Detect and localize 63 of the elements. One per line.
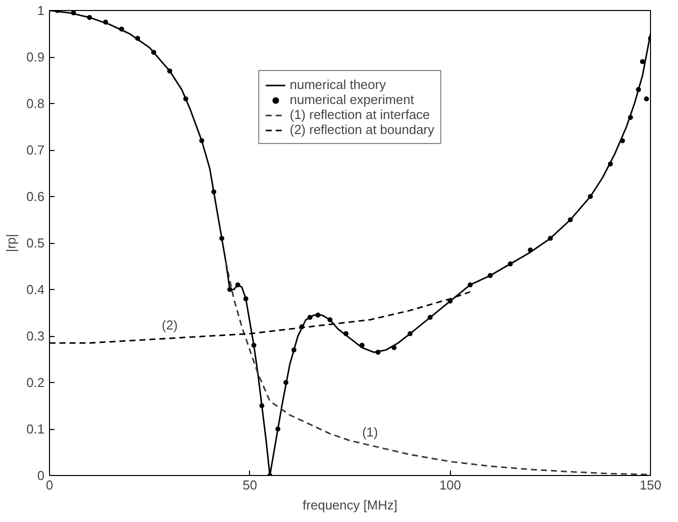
- y-axis-title: |rp|: [3, 234, 18, 252]
- point: [636, 87, 641, 92]
- point: [376, 350, 381, 355]
- point: [327, 317, 332, 322]
- point: [640, 59, 645, 64]
- y-tick-label: 0.4: [26, 282, 45, 297]
- x-axis-title: frequency [MHz]: [302, 498, 398, 512]
- annotation: (2): [162, 317, 178, 332]
- point: [219, 236, 224, 241]
- point: [167, 68, 172, 74]
- point: [283, 380, 288, 385]
- legend-label: (2) reflection at boundary: [290, 122, 434, 137]
- x-tick-label: 100: [439, 478, 462, 492]
- point: [71, 10, 76, 16]
- point: [315, 312, 320, 318]
- point: [151, 50, 156, 55]
- point: [508, 261, 513, 266]
- point: [183, 96, 188, 102]
- y-tick-label: 1: [37, 3, 45, 18]
- point: [488, 273, 493, 278]
- legend-label: (1) reflection at interface: [290, 107, 430, 122]
- y-tick-label: 0.2: [26, 375, 45, 390]
- point: [608, 161, 613, 166]
- point: [360, 342, 365, 348]
- point: [199, 138, 204, 144]
- y-tick-label: 0.9: [26, 50, 45, 64]
- point: [644, 96, 649, 102]
- point: [103, 20, 108, 25]
- y-tick-label: 0.8: [26, 96, 45, 111]
- y-tick-label: 0.7: [26, 142, 45, 158]
- y-tick-label: 0.6: [26, 189, 45, 204]
- point: [548, 236, 553, 241]
- point: [227, 287, 232, 292]
- point: [568, 217, 573, 222]
- point: [87, 14, 92, 20]
- y-tick-label: 0: [37, 468, 45, 483]
- x-tick-label: 150: [640, 478, 662, 492]
- point: [620, 138, 625, 144]
- annotation: (1): [362, 424, 378, 440]
- point: [211, 189, 216, 194]
- point: [343, 331, 348, 336]
- y-tick-label: 0.5: [26, 236, 45, 250]
- point: [428, 314, 433, 320]
- point: [291, 347, 296, 352]
- point: [235, 282, 240, 288]
- point: [275, 426, 280, 432]
- point: [251, 342, 256, 348]
- point: [243, 296, 248, 302]
- legend-label: numerical theory: [290, 77, 386, 92]
- point: [119, 26, 124, 32]
- point: [588, 194, 593, 199]
- point: [408, 331, 413, 336]
- x-tick-label: 50: [242, 478, 258, 492]
- point: [307, 314, 312, 320]
- y-tick-label: 0.1: [26, 422, 45, 436]
- legend-label: numerical experiment: [290, 92, 414, 107]
- y-tick-label: 0.3: [26, 328, 45, 344]
- point: [528, 247, 533, 252]
- point: [135, 36, 140, 41]
- point: [259, 403, 264, 408]
- point: [628, 114, 633, 120]
- point: [468, 282, 473, 288]
- point: [392, 345, 397, 350]
